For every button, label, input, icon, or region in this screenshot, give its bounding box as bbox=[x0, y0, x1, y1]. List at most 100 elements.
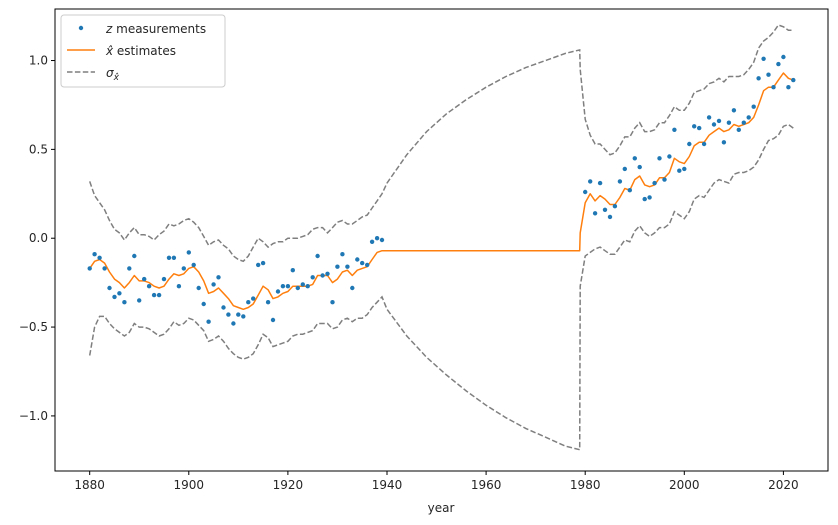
measurement-point bbox=[127, 266, 132, 271]
measurement-point bbox=[701, 141, 707, 147]
legend-marker-measurements bbox=[78, 25, 84, 31]
x-tick-label: 1980 bbox=[570, 478, 601, 492]
legend-label-measurements: z measurements bbox=[105, 22, 206, 36]
measurement-point bbox=[221, 305, 226, 310]
measurement-point bbox=[771, 85, 776, 90]
measurement-point bbox=[181, 266, 186, 271]
measurement-point bbox=[142, 276, 147, 282]
measurement-point bbox=[330, 300, 335, 305]
measurement-point bbox=[275, 289, 281, 294]
measurement-point bbox=[751, 104, 756, 109]
measurement-point bbox=[741, 120, 746, 125]
measurement-point bbox=[627, 188, 632, 193]
x-tick-label: 1900 bbox=[174, 478, 205, 492]
x-tick-label: 1940 bbox=[372, 478, 403, 492]
x-tick-label: 2020 bbox=[768, 478, 799, 492]
plot-area bbox=[87, 24, 796, 451]
measurement-point bbox=[662, 177, 667, 182]
measurement-point bbox=[791, 77, 796, 83]
measurement-point bbox=[374, 236, 380, 241]
x-axis: 1880 1900 1920 1940 1960 1980 2000 2020 bbox=[74, 471, 799, 492]
measurement-point bbox=[246, 300, 251, 305]
measurement-point bbox=[171, 255, 177, 260]
measurement-point bbox=[711, 122, 717, 127]
measurement-point bbox=[92, 252, 97, 257]
x-tick-label: 2000 bbox=[669, 478, 700, 492]
measurement-point bbox=[622, 166, 627, 172]
measurement-point bbox=[97, 255, 102, 260]
measurement-point bbox=[652, 180, 657, 186]
measurement-point bbox=[166, 255, 172, 260]
measurement-point bbox=[677, 168, 682, 173]
sigma-lower-line bbox=[88, 123, 794, 451]
sigma-upper-line bbox=[88, 24, 794, 263]
measurement-point bbox=[186, 250, 191, 255]
legend-label-sigma: σx̂ bbox=[106, 66, 120, 83]
measurement-point bbox=[236, 312, 241, 317]
measurement-point bbox=[726, 120, 732, 125]
measurement-point bbox=[756, 76, 761, 81]
measurement-point bbox=[667, 154, 672, 159]
measurement-point bbox=[151, 292, 157, 298]
y-tick-label: −0.5 bbox=[19, 320, 48, 334]
measurement-point bbox=[260, 260, 266, 266]
measurement-point bbox=[360, 260, 365, 266]
measurement-point bbox=[583, 189, 588, 195]
measurement-point bbox=[716, 118, 722, 124]
measurement-point bbox=[588, 179, 593, 184]
measurement-point bbox=[781, 54, 786, 60]
measurement-point bbox=[161, 276, 167, 282]
measurement-point bbox=[132, 253, 137, 259]
measurement-point bbox=[697, 125, 702, 131]
measurement-point bbox=[612, 204, 618, 209]
measurement-point bbox=[300, 282, 305, 287]
measurement-point bbox=[350, 285, 355, 291]
x-axis-label: year bbox=[428, 501, 455, 515]
measurement-point bbox=[112, 294, 117, 300]
measurement-point bbox=[776, 61, 781, 67]
measurement-point bbox=[647, 195, 652, 200]
measurement-point bbox=[196, 285, 201, 291]
measurement-point bbox=[731, 108, 737, 113]
measurement-point bbox=[706, 115, 712, 120]
measurement-point bbox=[592, 211, 598, 216]
measurement-point bbox=[786, 85, 791, 90]
y-tick-label: 1.0 bbox=[29, 54, 48, 68]
measurement-point bbox=[156, 292, 162, 298]
measurement-point bbox=[637, 164, 642, 170]
measurement-point bbox=[122, 300, 127, 305]
estimates-line bbox=[89, 72, 794, 311]
measurement-point bbox=[191, 262, 196, 268]
legend-label-estimates: x̂ estimates bbox=[105, 44, 176, 58]
measurement-point bbox=[607, 214, 613, 220]
measurement-point bbox=[231, 321, 236, 326]
measurement-point bbox=[310, 275, 315, 280]
measurement-point bbox=[87, 266, 92, 271]
measurement-point bbox=[657, 156, 662, 161]
measurement-point bbox=[107, 285, 112, 291]
measurement-point bbox=[256, 262, 261, 268]
measurement-point bbox=[201, 301, 206, 307]
measurement-point bbox=[345, 264, 350, 269]
measurement-point bbox=[632, 156, 637, 161]
measurement-point bbox=[102, 266, 107, 271]
measurement-point bbox=[355, 257, 360, 262]
legend: z measurements x̂ estimates σx̂ bbox=[60, 14, 226, 88]
measurement-point bbox=[265, 300, 271, 305]
measurement-point bbox=[211, 282, 216, 287]
y-axis: −1.0 −0.5 0.0 0.5 1.0 bbox=[19, 54, 55, 423]
legend-box bbox=[60, 14, 226, 88]
measurement-point bbox=[365, 262, 370, 268]
measurement-point bbox=[320, 273, 325, 278]
measurement-point bbox=[597, 180, 603, 186]
measurement-point bbox=[241, 314, 246, 319]
measurement-point bbox=[642, 196, 647, 202]
measurement-point bbox=[285, 284, 291, 289]
x-tick-label: 1960 bbox=[471, 478, 502, 492]
y-tick-label: 0.5 bbox=[29, 142, 48, 156]
measurement-point bbox=[335, 264, 340, 269]
measurement-point bbox=[617, 179, 623, 184]
measurement-point bbox=[761, 56, 766, 61]
measurement-point bbox=[369, 239, 375, 244]
